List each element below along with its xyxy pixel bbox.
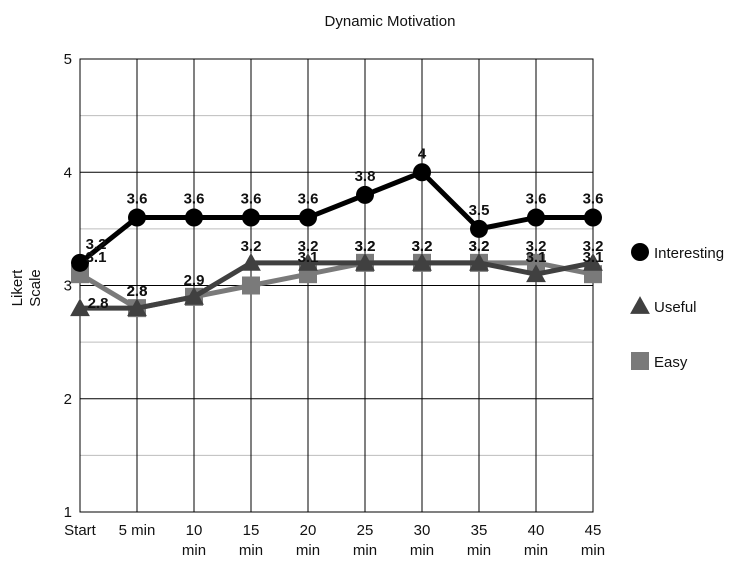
x-tick-label: 15 (243, 522, 260, 539)
legend-label: Useful (654, 299, 697, 316)
point-marker (413, 163, 431, 182)
point-marker (356, 185, 374, 204)
point-marker (583, 252, 603, 271)
data-label: 3.2 (241, 238, 262, 255)
data-label: 3.1 (298, 249, 319, 266)
chart-title: Dynamic Motivation (325, 13, 456, 30)
x-tick-label: min (410, 542, 434, 559)
grid (79, 58, 594, 513)
x-tick-label: 5 min (119, 522, 156, 539)
point-marker (412, 252, 432, 271)
y-tick-label: 5 (64, 51, 72, 68)
data-label: 3.2 (469, 238, 490, 255)
point-marker (242, 208, 260, 227)
data-label: 3.1 (526, 249, 547, 266)
data-label: 3.5 (469, 202, 490, 219)
point-marker (630, 296, 650, 314)
data-label: 3.2 (412, 238, 433, 255)
data-label: 3.6 (127, 191, 148, 208)
data-label: 3.6 (241, 191, 262, 208)
data-labels: 3.2 3.6 3.6 3.6 3.6 3.8 4 3.5 3.6 3.6 2.8 2.8 2.9 3.2… (86, 145, 604, 312)
x-tick-label: Start (64, 522, 97, 539)
y-tick-label: 1 (64, 504, 72, 521)
point-marker (299, 208, 317, 227)
point-marker (631, 352, 649, 370)
point-marker (128, 208, 146, 227)
data-label: 3.2 (298, 238, 319, 255)
data-label: 3.6 (583, 191, 604, 208)
x-tick-label: 10 (186, 522, 203, 539)
data-label: 3.8 (355, 168, 376, 185)
series-interesting (71, 163, 602, 272)
data-label: 3.6 (298, 191, 319, 208)
x-tick-label: min (296, 542, 320, 559)
data-label: 3.6 (184, 191, 205, 208)
y-tick-label: 4 (64, 164, 72, 181)
point-marker (127, 298, 147, 317)
y-tick-label: 3 (64, 278, 72, 295)
series-line (78, 169, 593, 265)
point-marker (469, 252, 489, 271)
y-axis-label-line-2: Scale (27, 269, 44, 307)
x-tick-label: 20 (300, 522, 317, 539)
point-marker (185, 208, 203, 227)
y-tick-label: 2 (64, 391, 72, 408)
x-tick-label: 30 (414, 522, 431, 539)
data-label: 2.9 (184, 272, 205, 289)
x-tick-label: 35 (471, 522, 488, 539)
data-label: 3.2 (355, 238, 376, 255)
point-marker (242, 276, 260, 295)
point-marker (631, 243, 649, 261)
point-marker (241, 252, 261, 271)
data-label: 3.6 (526, 191, 547, 208)
legend-item-easy: Easy (631, 352, 688, 371)
series-layer (70, 163, 603, 318)
point-marker (526, 264, 546, 283)
x-tick-label: min (524, 542, 548, 559)
x-tick-label: 45 (585, 522, 602, 539)
x-tick-label: 25 (357, 522, 374, 539)
legend-item-useful: Useful (630, 296, 697, 316)
point-marker (527, 208, 545, 227)
x-tick-label: min (467, 542, 491, 559)
point-marker (470, 219, 488, 238)
data-label: 4 (418, 145, 427, 162)
data-label: 3.2 (583, 238, 604, 255)
data-label: 3.1 (583, 249, 604, 266)
data-label: 3.2 (355, 238, 376, 255)
x-tick-label: min (239, 542, 263, 559)
x-tick-label: min (182, 542, 206, 559)
legend-item-interesting: Interesting (631, 243, 724, 262)
x-tick-label: 40 (528, 522, 545, 539)
plot-frame (79, 58, 594, 513)
data-label: 3.2 (469, 238, 490, 255)
data-label: 3.2 (86, 236, 107, 253)
x-tick-label: min (353, 542, 377, 559)
point-marker (584, 208, 602, 227)
data-label: 2.8 (127, 283, 148, 300)
series-line (80, 260, 594, 311)
point-marker (184, 286, 204, 305)
legend-label: Easy (654, 354, 688, 371)
data-label: 2.8 (127, 283, 148, 300)
data-label: 3.2 (412, 238, 433, 255)
point-marker (70, 298, 90, 317)
data-label: 3.2 (526, 238, 547, 255)
x-tick-label: min (581, 542, 605, 559)
point-marker (355, 252, 375, 271)
data-label: 2.8 (88, 295, 109, 312)
point-marker (71, 253, 89, 272)
series-useful (70, 252, 603, 317)
y-axis-label-line-1: Likert (9, 269, 26, 307)
legend-label: Interesting (654, 245, 724, 262)
legend: Interesting Useful Easy (630, 243, 724, 371)
point-marker (298, 252, 318, 271)
data-label: 3.1 (86, 249, 107, 266)
point-marker (527, 253, 545, 272)
